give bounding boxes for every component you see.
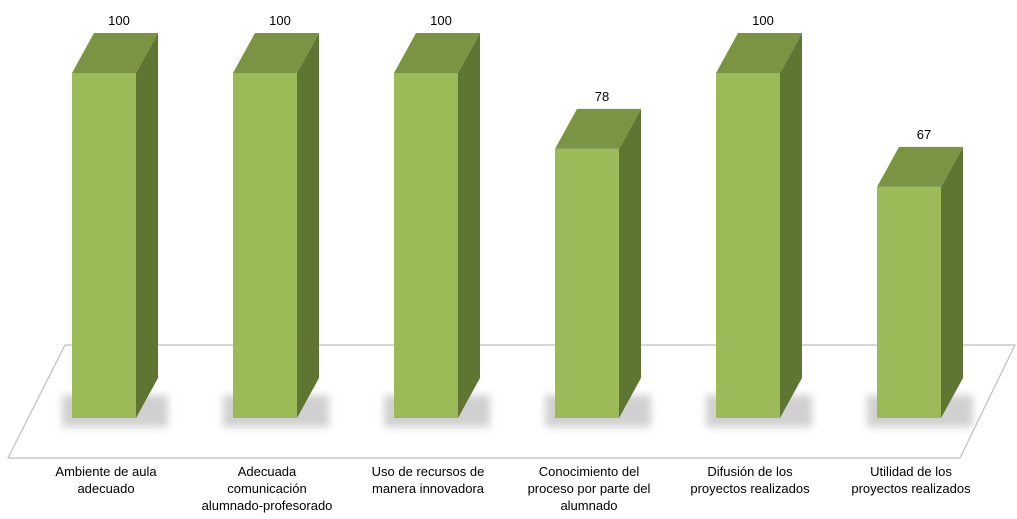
category-label: Ambiente de aula adecuado xyxy=(55,464,157,496)
category-label: Difusión de los proyectos realizados xyxy=(690,464,810,496)
category-label: Adecuada comunicación alumnado-profesora… xyxy=(201,464,333,513)
category-label: Utilidad de los proyectos realizados xyxy=(851,464,971,496)
bar-front xyxy=(877,186,941,418)
bar-side xyxy=(780,33,802,418)
bar-side xyxy=(136,33,158,418)
bar-top xyxy=(233,33,319,73)
bar-top xyxy=(555,108,641,149)
bar-top xyxy=(394,33,480,73)
bar xyxy=(223,33,329,427)
bar-front xyxy=(72,73,136,418)
bar-front xyxy=(555,148,619,418)
bar-front xyxy=(233,73,297,418)
bar-side xyxy=(941,146,963,418)
bar-top xyxy=(72,33,158,73)
bar-top xyxy=(877,146,963,187)
data-label: 78 xyxy=(595,89,609,104)
bar xyxy=(62,33,168,427)
bar xyxy=(384,33,490,427)
bar-top xyxy=(716,33,802,73)
bar xyxy=(867,146,973,427)
bar-front xyxy=(394,73,458,418)
bar xyxy=(545,108,651,427)
bar-front xyxy=(716,73,780,418)
data-label: 100 xyxy=(269,13,291,28)
bar-side xyxy=(619,108,641,419)
data-label: 100 xyxy=(108,13,130,28)
category-label: Conocimiento del proceso por parte del a… xyxy=(527,464,651,513)
data-label: 67 xyxy=(917,127,931,142)
category-label: Uso de recursos de manera innovadora xyxy=(371,464,485,496)
bar-side xyxy=(458,33,480,418)
bar xyxy=(706,33,812,427)
bar-side xyxy=(297,33,319,418)
data-label: 100 xyxy=(752,13,774,28)
data-label: 100 xyxy=(430,13,452,28)
